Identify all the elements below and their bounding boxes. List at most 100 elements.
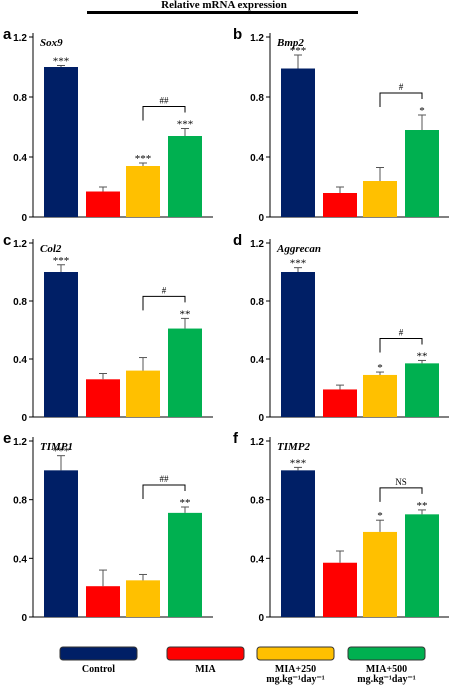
significance-stars: * <box>377 362 383 374</box>
comparison-bracket <box>379 337 423 353</box>
comparison-bracket <box>379 92 423 107</box>
panel-letter: b <box>233 26 242 43</box>
bar-mia-250 <box>126 580 160 617</box>
legend-swatch <box>347 646 426 661</box>
panel-letter: d <box>233 232 242 249</box>
bracket-label: # <box>162 285 167 295</box>
chart-title: TIMP2 <box>277 441 311 453</box>
significance-stars: *** <box>290 457 307 469</box>
y-tick-label: 0.8 <box>13 297 27 308</box>
legend-swatch <box>59 646 138 661</box>
significance-stars: *** <box>53 255 70 267</box>
y-tick-label: 0.8 <box>250 93 264 104</box>
legend-swatch <box>256 646 335 661</box>
significance-stars: * <box>377 510 383 522</box>
bar-mia <box>323 389 357 417</box>
significance-stars: *** <box>290 258 307 270</box>
chart-panel-a: a Sox9 0 0.4 0.8 1.2 *** *** *** ## <box>3 26 213 224</box>
y-tick-label: 0.4 <box>13 554 27 565</box>
bracket-label: NS <box>395 477 407 487</box>
legend-label: mg.kg⁻¹day⁻¹ <box>266 674 325 685</box>
bar-control <box>44 470 78 617</box>
y-tick-label: 0 <box>21 613 27 624</box>
chart-title: Col2 <box>40 243 62 255</box>
significance-stars: *** <box>53 446 70 458</box>
bar-mia-250 <box>363 531 397 617</box>
significance-stars: * <box>419 105 425 117</box>
significance-stars: ** <box>417 500 428 512</box>
bar-mia <box>323 562 357 617</box>
significance-stars: *** <box>53 56 70 68</box>
bar-control <box>44 272 78 417</box>
bar-mia <box>86 586 120 617</box>
significance-stars: ** <box>417 350 428 362</box>
legend-label: Control <box>82 664 115 675</box>
significance-stars: *** <box>177 119 194 131</box>
bar-mia <box>86 191 120 217</box>
panel-letter: f <box>233 430 239 447</box>
y-tick-label: 0.8 <box>13 93 27 104</box>
bracket-label: # <box>399 327 404 337</box>
y-tick-label: 0.8 <box>250 496 264 507</box>
chart-title: Sox9 <box>40 37 63 49</box>
y-tick-label: 0 <box>258 413 264 424</box>
significance-stars: *** <box>135 153 152 165</box>
chart-title: Aggrecan <box>276 243 321 255</box>
bracket-label: # <box>399 82 404 92</box>
bar-mia-500 <box>168 328 202 417</box>
y-tick-label: 0 <box>21 413 27 424</box>
y-tick-label: 0.4 <box>250 355 264 366</box>
header-title: Relative mRNA expression <box>161 0 287 11</box>
significance-stars: ** <box>180 497 191 509</box>
y-tick-label: 0.8 <box>250 297 264 308</box>
panel-letter: a <box>3 26 12 43</box>
bar-mia-250 <box>126 370 160 417</box>
bar-mia-500 <box>405 514 439 617</box>
legend-label: MIA+500 <box>366 664 407 675</box>
bar-mia-500 <box>405 130 439 217</box>
legend: Control MIA MIA+250mg.kg⁻¹day⁻¹MIA+500mg.k… <box>59 646 426 685</box>
y-tick-label: 1.2 <box>13 437 27 448</box>
comparison-bracket <box>142 295 186 311</box>
significance-stars: *** <box>290 45 307 57</box>
y-tick-label: 0.8 <box>13 496 27 507</box>
bar-mia <box>323 193 357 217</box>
legend-label: MIA <box>195 664 216 675</box>
bar-mia-500 <box>168 136 202 217</box>
comparison-bracket <box>142 106 186 121</box>
legend-item-control: Control <box>59 646 138 675</box>
bar-mia-500 <box>405 363 439 417</box>
bar-mia <box>86 379 120 417</box>
y-tick-label: 0.4 <box>13 153 27 164</box>
y-tick-label: 1.2 <box>250 33 264 44</box>
legend-label: MIA+250 <box>275 664 316 675</box>
legend-item-mia: MIA <box>166 646 245 675</box>
y-tick-label: 1.2 <box>13 33 27 44</box>
chart-title: Bmp2 <box>276 37 304 49</box>
bar-control <box>281 272 315 417</box>
comparison-bracket <box>142 484 186 499</box>
y-tick-label: 0.4 <box>250 554 264 565</box>
bar-mia-500 <box>168 512 202 617</box>
significance-stars: ** <box>180 308 191 320</box>
comparison-bracket <box>379 487 423 502</box>
y-tick-label: 0 <box>258 613 264 624</box>
header: Relative mRNA expression <box>87 0 358 14</box>
bar-mia-250 <box>363 374 397 417</box>
bar-control <box>44 67 78 217</box>
bar-mia-250 <box>363 181 397 217</box>
bracket-label: ## <box>160 474 170 484</box>
bracket-label: ## <box>160 96 170 106</box>
y-tick-label: 1.2 <box>250 437 264 448</box>
legend-swatch <box>166 646 245 661</box>
chart-title: TIMP1 <box>40 441 73 453</box>
bar-control <box>281 68 315 217</box>
